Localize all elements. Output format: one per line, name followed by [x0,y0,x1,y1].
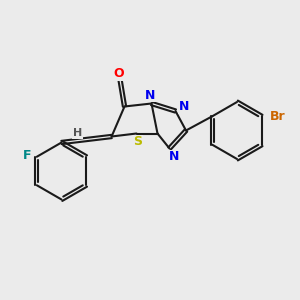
Text: H: H [73,128,82,138]
Text: O: O [113,67,124,80]
Text: N: N [179,100,189,113]
Text: F: F [23,149,32,162]
Text: S: S [134,135,142,148]
Text: Br: Br [269,110,285,123]
Text: N: N [169,150,179,164]
Text: N: N [145,88,155,102]
